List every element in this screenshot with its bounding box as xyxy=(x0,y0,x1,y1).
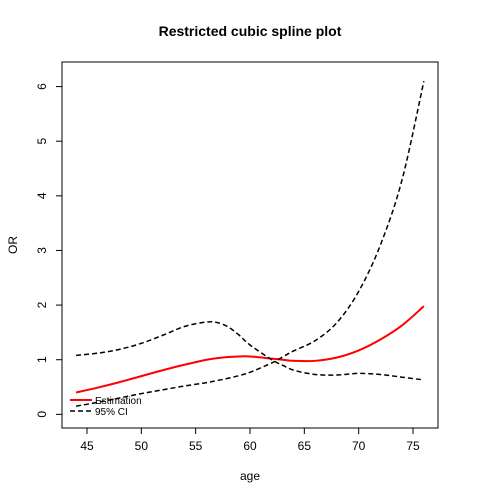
plot-lines xyxy=(75,80,425,407)
y-tick-label: 3 xyxy=(35,247,49,254)
series-ci-upper xyxy=(76,320,424,381)
y-tick-label: 0 xyxy=(35,411,49,418)
x-tick-label: 75 xyxy=(406,439,420,453)
x-tick-label: 65 xyxy=(298,439,312,453)
x-tick-label: 55 xyxy=(189,439,203,453)
y-tick-label: 1 xyxy=(35,356,49,363)
x-tick-label: 60 xyxy=(243,439,257,453)
y-axis-label: OR xyxy=(6,236,20,254)
chart-title: Restricted cubic spline plot xyxy=(159,23,342,39)
y-tick-label: 6 xyxy=(35,83,49,90)
series-estimation xyxy=(75,305,425,394)
y-tick-label: 5 xyxy=(35,138,49,145)
legend-label-ci: 95% CI xyxy=(95,407,128,418)
legend-label-estimation: Estimation xyxy=(95,396,142,407)
plot-frame xyxy=(61,61,439,429)
legend: Estimation 95% CI xyxy=(70,396,142,418)
y-axis: 0 1 2 3 4 5 6 xyxy=(35,83,63,418)
x-tick-label: 50 xyxy=(135,439,149,453)
x-tick-label: 45 xyxy=(80,439,94,453)
x-axis: 45 50 55 60 65 70 75 xyxy=(80,427,420,453)
series-ci-lower xyxy=(75,80,425,407)
x-axis-label: age xyxy=(240,469,260,483)
y-tick-label: 2 xyxy=(35,301,49,308)
x-tick-label: 70 xyxy=(352,439,366,453)
y-tick-label: 4 xyxy=(35,192,49,199)
